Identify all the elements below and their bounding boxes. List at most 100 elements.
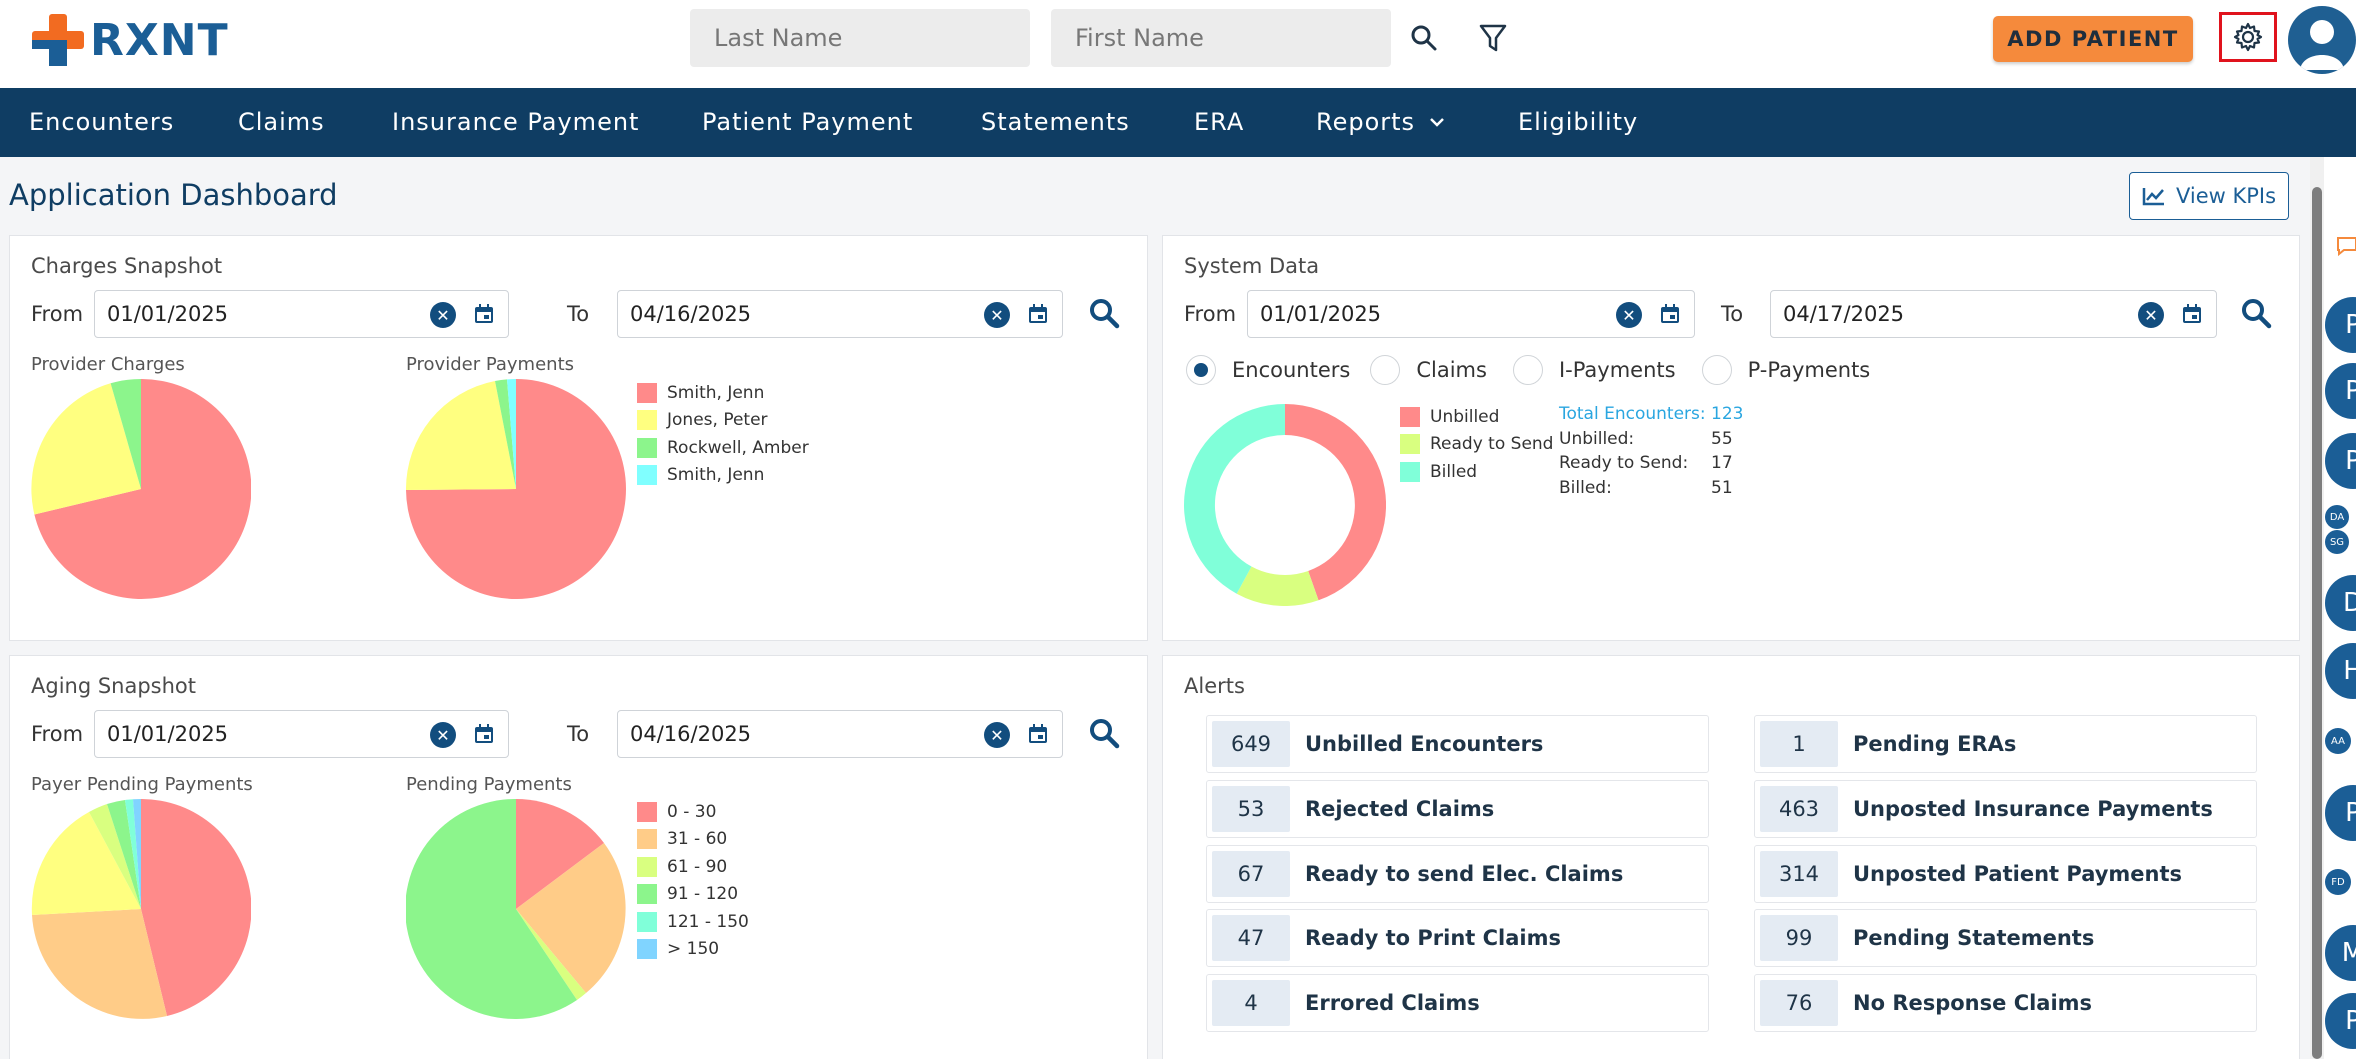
alert-unposted-patient-payments[interactable]: 314 Unposted Patient Payments bbox=[1754, 845, 2257, 903]
search-icon[interactable] bbox=[1087, 296, 1121, 330]
alert-count: 53 bbox=[1212, 786, 1290, 832]
unbilled-value: 55 bbox=[1711, 428, 1733, 449]
clear-icon[interactable]: ✕ bbox=[984, 302, 1010, 328]
rail-avatar-small[interactable]: FD bbox=[2325, 869, 2351, 895]
rail-avatar-small[interactable]: DA bbox=[2325, 505, 2349, 529]
alert-unposted-insurance-payments[interactable]: 463 Unposted Insurance Payments bbox=[1754, 780, 2257, 838]
rail-avatar[interactable]: H bbox=[2325, 643, 2356, 699]
alert-count: 314 bbox=[1760, 851, 1838, 897]
charges-from-date[interactable]: 01/01/2025 ✕ bbox=[94, 290, 509, 338]
system-legend: Unbilled Ready to Send Billed bbox=[1400, 403, 1553, 486]
pie-slice bbox=[406, 381, 516, 490]
system-data-radio-group: Encounters Claims I-Payments P-Payments bbox=[1186, 355, 1870, 385]
clear-icon[interactable]: ✕ bbox=[430, 722, 456, 748]
alert-count: 67 bbox=[1212, 851, 1290, 897]
rail-avatar[interactable]: D bbox=[2325, 575, 2356, 631]
scrollbar-thumb[interactable] bbox=[2312, 187, 2322, 1059]
alert-ready-elec-claims[interactable]: 67 Ready to send Elec. Claims bbox=[1206, 845, 1709, 903]
rxnt-logo[interactable]: RXNT bbox=[30, 12, 229, 68]
rail-avatar[interactable]: P bbox=[2325, 993, 2356, 1049]
first-name-input[interactable] bbox=[1051, 9, 1391, 67]
clear-icon[interactable]: ✕ bbox=[430, 302, 456, 328]
rail-avatar[interactable]: P bbox=[2325, 785, 2356, 841]
nav-era[interactable]: ERA bbox=[1194, 108, 1245, 136]
pie-slice bbox=[133, 799, 141, 909]
rail-avatar[interactable]: P bbox=[2325, 363, 2356, 419]
system-from-value: 01/01/2025 bbox=[1260, 302, 1382, 326]
filter-icon[interactable] bbox=[1473, 18, 1513, 58]
main-nav: Encounters Claims Insurance Payment Pati… bbox=[0, 88, 2356, 157]
calendar-icon[interactable] bbox=[2180, 302, 2204, 326]
right-rail: P P P DA SG D H AA P FD M P bbox=[2324, 157, 2356, 1059]
rail-avatar-small[interactable]: SG bbox=[2325, 530, 2349, 554]
billed-value: 51 bbox=[1711, 477, 1733, 498]
logo-text: RXNT bbox=[90, 14, 229, 66]
calendar-icon[interactable] bbox=[1658, 302, 1682, 326]
legend-item: 91 - 120 bbox=[637, 881, 749, 909]
search-icon[interactable] bbox=[2239, 296, 2273, 330]
last-name-input[interactable] bbox=[690, 9, 1030, 67]
nav-claims[interactable]: Claims bbox=[238, 108, 325, 136]
radio-i-payments[interactable] bbox=[1512, 355, 1543, 385]
alert-ready-print-claims[interactable]: 47 Ready to Print Claims bbox=[1206, 909, 1709, 967]
alert-rejected-claims[interactable]: 53 Rejected Claims bbox=[1206, 780, 1709, 838]
aging-from-value: 01/01/2025 bbox=[107, 722, 229, 746]
calendar-icon[interactable] bbox=[1026, 722, 1050, 746]
aging-from-date[interactable]: 01/01/2025 ✕ bbox=[94, 710, 509, 758]
alert-unbilled-encounters[interactable]: 649 Unbilled Encounters bbox=[1206, 715, 1709, 773]
clear-icon[interactable]: ✕ bbox=[1616, 302, 1642, 328]
rail-avatar[interactable]: P bbox=[2325, 433, 2356, 489]
nav-encounters[interactable]: Encounters bbox=[29, 108, 175, 136]
total-encounters-value: 123 bbox=[1711, 404, 1744, 424]
aging-snapshot-card: Aging Snapshot From 01/01/2025 ✕ To 04/1… bbox=[9, 655, 1148, 1059]
legend-item: 121 - 150 bbox=[637, 908, 749, 936]
alert-errored-claims[interactable]: 4 Errored Claims bbox=[1206, 974, 1709, 1032]
alert-count: 47 bbox=[1212, 915, 1290, 961]
search-icon[interactable] bbox=[1404, 18, 1444, 58]
chat-icon[interactable] bbox=[2336, 235, 2356, 257]
main-scrollbar[interactable] bbox=[2310, 157, 2324, 1059]
radio-p-payments[interactable] bbox=[1701, 355, 1732, 385]
calendar-icon[interactable] bbox=[472, 302, 496, 326]
aging-to-date[interactable]: 04/16/2025 ✕ bbox=[617, 710, 1063, 758]
user-icon bbox=[2300, 20, 2344, 70]
rail-avatar[interactable]: M bbox=[2325, 925, 2356, 981]
calendar-icon[interactable] bbox=[472, 722, 496, 746]
pending-payments-label: Pending Payments bbox=[406, 774, 572, 795]
view-kpis-button[interactable]: View KPIs bbox=[2129, 172, 2289, 220]
legend-item: Smith, Jenn bbox=[637, 379, 809, 407]
alert-pending-statements[interactable]: 99 Pending Statements bbox=[1754, 909, 2257, 967]
radio-claims[interactable] bbox=[1370, 355, 1401, 385]
user-avatar[interactable] bbox=[2288, 6, 2356, 74]
alert-label: Errored Claims bbox=[1305, 991, 1480, 1015]
donut-slice bbox=[1285, 404, 1386, 601]
nav-insurance-payment[interactable]: Insurance Payment bbox=[392, 108, 640, 136]
alert-pending-eras[interactable]: 1 Pending ERAs bbox=[1754, 715, 2257, 773]
pending-payments-pie bbox=[406, 799, 626, 1019]
encounter-stats: Total Encounters: 123 Unbilled: 55 Ready t… bbox=[1559, 404, 1743, 502]
charges-to-date[interactable]: 04/16/2025 ✕ bbox=[617, 290, 1063, 338]
nav-reports[interactable]: Reports bbox=[1316, 108, 1445, 136]
system-to-date[interactable]: 04/17/2025 ✕ bbox=[1770, 290, 2217, 338]
nav-statements[interactable]: Statements bbox=[981, 108, 1130, 136]
pie-slice bbox=[32, 909, 167, 1019]
clear-icon[interactable]: ✕ bbox=[2138, 302, 2164, 328]
legend-item: Unbilled bbox=[1400, 403, 1553, 431]
alert-no-response-claims[interactable]: 76 No Response Claims bbox=[1754, 974, 2257, 1032]
charges-from-label: From bbox=[31, 302, 84, 326]
alerts-title: Alerts bbox=[1184, 674, 1245, 698]
nav-patient-payment[interactable]: Patient Payment bbox=[702, 108, 914, 136]
clear-icon[interactable]: ✕ bbox=[984, 722, 1010, 748]
search-icon[interactable] bbox=[1087, 716, 1121, 750]
add-patient-button[interactable]: ADD PATIENT bbox=[1993, 16, 2193, 62]
gear-icon[interactable] bbox=[2219, 12, 2277, 62]
billed-label: Billed: bbox=[1559, 477, 1612, 498]
alert-label: Unbilled Encounters bbox=[1305, 732, 1544, 756]
nav-eligibility[interactable]: Eligibility bbox=[1518, 108, 1639, 136]
system-from-date[interactable]: 01/01/2025 ✕ bbox=[1247, 290, 1695, 338]
rail-avatar[interactable]: P bbox=[2325, 297, 2356, 353]
rail-avatar-small[interactable]: AA bbox=[2325, 728, 2351, 754]
calendar-icon[interactable] bbox=[1026, 302, 1050, 326]
radio-encounters[interactable] bbox=[1186, 355, 1216, 385]
legend-item: Smith, Jenn bbox=[637, 462, 809, 490]
